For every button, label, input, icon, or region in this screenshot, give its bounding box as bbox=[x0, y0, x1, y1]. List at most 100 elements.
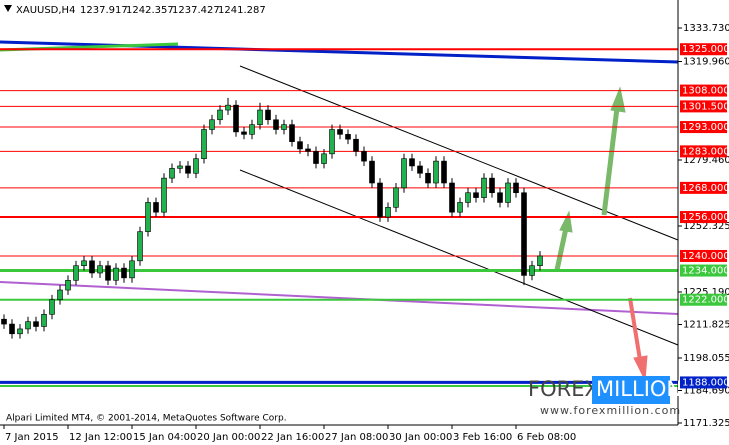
level-label-box bbox=[680, 100, 727, 113]
candle-body bbox=[57, 289, 63, 301]
candle-body bbox=[9, 323, 15, 335]
y-tick-label: 1184.690 bbox=[683, 385, 729, 396]
candle-body bbox=[385, 207, 391, 218]
candle-body bbox=[113, 267, 119, 281]
level-label-box bbox=[680, 376, 727, 389]
candle-body bbox=[121, 267, 127, 279]
x-tick-label: 22 Jan 16:00 bbox=[261, 432, 324, 443]
level-label-box bbox=[680, 43, 727, 56]
watermark-brand: FOREX bbox=[528, 377, 599, 401]
candle-body bbox=[433, 160, 439, 184]
candle-body bbox=[465, 192, 471, 203]
ohlc-open: 1237.917 bbox=[80, 5, 128, 16]
watermark-url: www.forexmillion.com bbox=[540, 404, 681, 417]
candle-body bbox=[49, 299, 55, 315]
down-arrow bbox=[628, 297, 648, 382]
trend-line bbox=[0, 281, 679, 315]
candle-body bbox=[97, 265, 103, 274]
candle-body bbox=[233, 104, 239, 133]
candle-body bbox=[201, 129, 207, 159]
level-label: 1188.000 bbox=[682, 377, 729, 388]
watermark-box bbox=[592, 376, 670, 404]
candle-body bbox=[369, 160, 375, 184]
candle-body bbox=[361, 151, 367, 162]
level-label: 1256.000 bbox=[682, 212, 729, 223]
candle-body bbox=[441, 160, 447, 184]
y-tick-label: 1211.825 bbox=[683, 319, 729, 330]
channel-line bbox=[239, 169, 679, 346]
level-label: 1293.000 bbox=[682, 122, 729, 133]
level-label-box bbox=[680, 293, 727, 306]
x-tick-label: 20 Jan 00:00 bbox=[197, 432, 260, 443]
candle-body bbox=[417, 165, 423, 174]
level-label-box bbox=[680, 181, 727, 194]
x-tick-label: 6 Feb 08:00 bbox=[517, 432, 576, 443]
candle-body bbox=[193, 158, 199, 174]
level-label: 1268.000 bbox=[682, 183, 729, 194]
level-label: 1222.000 bbox=[682, 295, 729, 306]
level-label-box bbox=[680, 84, 727, 97]
candle-body bbox=[41, 314, 47, 327]
candle-body bbox=[169, 168, 175, 179]
y-tick-label: 1279.460 bbox=[683, 155, 729, 166]
level-label: 1240.000 bbox=[682, 251, 729, 262]
candle-body bbox=[457, 202, 463, 213]
symbol: XAUUSD,H4 bbox=[16, 5, 75, 16]
candle-body bbox=[505, 182, 511, 203]
level-label-box bbox=[680, 249, 727, 262]
candle-body bbox=[1, 318, 7, 325]
candle-body bbox=[393, 187, 399, 208]
candle-body bbox=[185, 165, 191, 174]
candle-body bbox=[449, 182, 455, 213]
x-tick-label: 27 Jan 08:00 bbox=[325, 432, 388, 443]
candle-body bbox=[17, 328, 23, 335]
x-tick-label: 3 Feb 16:00 bbox=[453, 432, 512, 443]
candle-body bbox=[497, 192, 503, 203]
candle-body bbox=[265, 109, 271, 121]
candle-body bbox=[209, 119, 215, 130]
copyright: Alpari Limited MT4, © 2001-2014, MetaQuo… bbox=[6, 414, 287, 424]
ohlc-low: 1237.427 bbox=[172, 5, 220, 16]
x-tick-label: 15 Jan 04:00 bbox=[133, 432, 196, 443]
candle-body bbox=[81, 260, 87, 266]
candle-body bbox=[257, 109, 263, 125]
candle-body bbox=[153, 202, 159, 213]
candle-body bbox=[289, 124, 295, 142]
candle-body bbox=[73, 265, 79, 281]
candle-body bbox=[489, 177, 495, 194]
y-tick-label: 1171.325 bbox=[683, 418, 729, 429]
candle-body bbox=[313, 151, 319, 164]
y-tick-label: 1198.055 bbox=[683, 353, 729, 364]
plot bbox=[0, 48, 678, 384]
candle-body bbox=[297, 141, 303, 150]
y-tick-label: 1319.960 bbox=[683, 56, 729, 67]
candle-body bbox=[521, 192, 527, 276]
candle-body bbox=[473, 192, 479, 198]
level-label-box bbox=[680, 264, 727, 277]
candle-body bbox=[225, 104, 231, 111]
level-label: 1234.000 bbox=[682, 266, 729, 277]
candle-body bbox=[249, 124, 255, 135]
candle-body bbox=[177, 165, 183, 169]
collapse-icon[interactable] bbox=[4, 5, 12, 12]
level-label: 1325.000 bbox=[682, 44, 729, 55]
candle-body bbox=[105, 265, 111, 281]
level-label-box bbox=[680, 145, 727, 158]
level-label-box bbox=[680, 211, 727, 224]
candle-body bbox=[377, 182, 383, 218]
candle-body bbox=[241, 131, 247, 135]
candle-body bbox=[337, 129, 343, 135]
candle-body bbox=[305, 148, 311, 152]
y-tick-label: 1333.730 bbox=[683, 23, 729, 34]
ohlc-high: 1242.357 bbox=[126, 5, 174, 16]
candle-body bbox=[145, 202, 151, 232]
candle-body bbox=[513, 182, 519, 194]
candle-body bbox=[345, 134, 351, 140]
candle-body bbox=[321, 153, 327, 164]
y-tick-label: 1225.190 bbox=[683, 287, 729, 298]
candle-body bbox=[33, 321, 39, 327]
candle-body bbox=[481, 177, 487, 198]
candle-body bbox=[129, 260, 135, 279]
candle-body bbox=[329, 129, 335, 155]
